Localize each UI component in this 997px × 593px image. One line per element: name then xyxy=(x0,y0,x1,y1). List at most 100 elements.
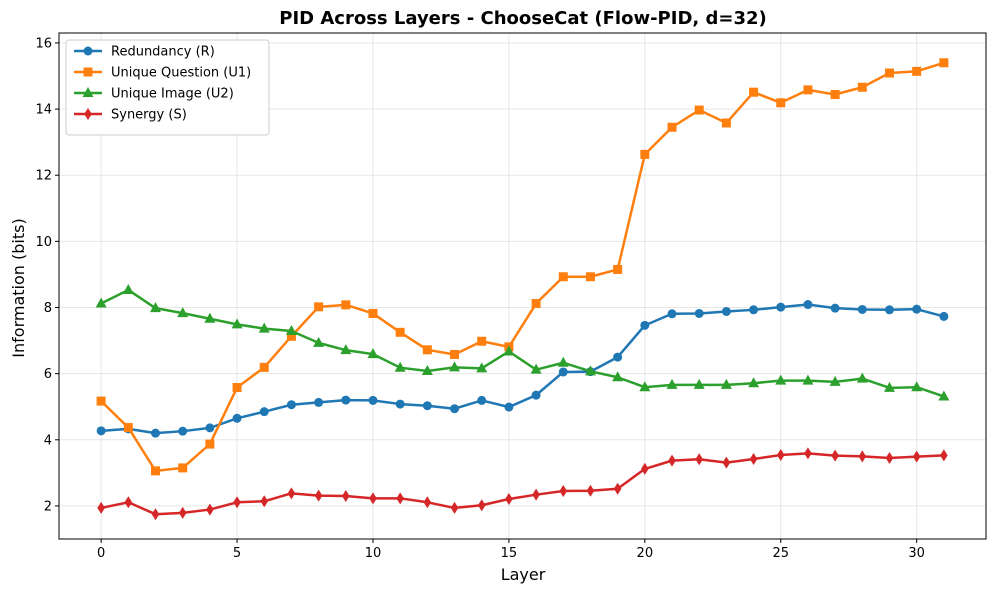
series-lines xyxy=(95,58,950,521)
data-point-unique-image-u2 xyxy=(829,375,841,386)
y-tick-label: 16 xyxy=(35,36,52,51)
data-point-unique-image-u2 xyxy=(313,336,325,347)
data-point-unique-image-u2 xyxy=(150,302,162,313)
data-point-unique-image-u2 xyxy=(530,363,542,374)
data-point-unique-question-u1 xyxy=(450,349,460,359)
data-point-redundancy-r xyxy=(884,305,894,315)
data-point-synergy-s xyxy=(776,448,785,461)
data-point-synergy-s xyxy=(559,485,568,498)
data-point-unique-image-u2 xyxy=(938,390,950,401)
data-point-unique-image-u2 xyxy=(122,283,134,294)
data-point-synergy-s xyxy=(532,488,540,501)
data-point-unique-image-u2 xyxy=(802,374,814,385)
data-point-unique-image-u2 xyxy=(177,307,189,318)
data-point-unique-image-u2 xyxy=(367,348,379,359)
data-point-unique-question-u1 xyxy=(912,66,922,76)
legend-label-synergy-s: Synergy (S) xyxy=(111,108,187,123)
data-point-synergy-s xyxy=(668,454,676,467)
data-point-unique-image-u2 xyxy=(231,318,243,329)
data-point-unique-image-u2 xyxy=(449,361,461,372)
data-point-unique-question-u1 xyxy=(558,272,568,282)
data-point-redundancy-r xyxy=(205,423,215,433)
plot-frame xyxy=(58,32,987,540)
data-point-unique-image-u2 xyxy=(748,377,760,388)
legend-marker-redundancy-r xyxy=(83,46,93,56)
x-tick-label: 0 xyxy=(97,546,105,561)
x-axis-label: Layer xyxy=(501,565,546,584)
x-tick-label: 15 xyxy=(501,546,518,561)
data-point-redundancy-r xyxy=(857,304,867,314)
data-point-unique-question-u1 xyxy=(640,149,650,159)
legend-marker-synergy-s xyxy=(84,108,92,120)
series-line-redundancy-r xyxy=(101,303,945,435)
data-point-synergy-s xyxy=(695,453,704,466)
data-point-redundancy-r xyxy=(178,426,188,436)
data-point-unique-image-u2 xyxy=(775,374,787,385)
data-point-redundancy-r xyxy=(640,320,650,330)
data-point-synergy-s xyxy=(124,496,133,509)
data-point-unique-question-u1 xyxy=(477,336,487,346)
data-point-redundancy-r xyxy=(341,395,351,405)
data-point-unique-question-u1 xyxy=(585,272,595,282)
data-point-synergy-s xyxy=(396,492,404,505)
data-point-redundancy-r xyxy=(830,303,840,313)
data-point-synergy-s xyxy=(477,499,486,512)
data-point-unique-question-u1 xyxy=(531,299,541,309)
data-point-unique-image-u2 xyxy=(476,362,488,373)
data-point-redundancy-r xyxy=(803,300,813,310)
data-point-unique-image-u2 xyxy=(258,322,270,333)
x-tick-label: 5 xyxy=(233,546,241,561)
data-point-redundancy-r xyxy=(667,309,677,319)
legend-label-unique-image-u2: Unique Image (U2) xyxy=(111,87,234,102)
data-point-synergy-s xyxy=(505,492,513,505)
data-point-synergy-s xyxy=(940,449,948,462)
chart-title: PID Across Layers - ChooseCat (Flow-PID,… xyxy=(279,8,766,29)
data-point-redundancy-r xyxy=(939,311,949,321)
data-point-redundancy-r xyxy=(450,404,460,414)
data-point-redundancy-r xyxy=(558,367,568,377)
data-point-synergy-s xyxy=(233,496,241,509)
series-unique-question-u1 xyxy=(96,58,949,476)
data-point-unique-image-u2 xyxy=(720,378,732,389)
data-point-redundancy-r xyxy=(776,302,786,312)
x-tick-label: 10 xyxy=(365,546,382,561)
data-point-synergy-s xyxy=(613,482,622,495)
series-line-synergy-s xyxy=(100,452,944,516)
data-point-unique-question-u1 xyxy=(694,105,704,115)
data-point-unique-question-u1 xyxy=(830,90,840,100)
data-point-unique-question-u1 xyxy=(286,331,296,341)
data-point-synergy-s xyxy=(749,452,758,465)
series-line-unique-image-u2 xyxy=(100,288,945,398)
data-point-redundancy-r xyxy=(694,308,704,318)
data-point-unique-question-u1 xyxy=(667,122,677,132)
data-point-redundancy-r xyxy=(151,428,161,438)
data-point-synergy-s xyxy=(912,450,921,463)
legend-marker-unique-question-u1 xyxy=(83,67,93,77)
data-point-synergy-s xyxy=(369,492,377,505)
data-point-redundancy-r xyxy=(232,413,242,423)
data-point-unique-question-u1 xyxy=(857,82,867,92)
data-point-unique-image-u2 xyxy=(639,381,651,392)
data-point-unique-question-u1 xyxy=(232,383,242,393)
data-point-unique-question-u1 xyxy=(395,327,405,337)
data-point-synergy-s xyxy=(450,501,459,514)
data-point-unique-image-u2 xyxy=(883,381,895,392)
data-point-unique-question-u1 xyxy=(803,85,813,95)
data-point-redundancy-r xyxy=(721,306,731,316)
data-point-redundancy-r xyxy=(259,407,269,417)
data-point-synergy-s xyxy=(804,447,812,460)
y-axis-label: Information (bits) xyxy=(9,218,28,357)
series-unique-image-u2 xyxy=(95,283,950,401)
data-point-unique-question-u1 xyxy=(939,58,949,68)
data-point-synergy-s xyxy=(97,501,105,514)
y-tick-label: 10 xyxy=(35,235,52,250)
x-tick-label: 25 xyxy=(772,546,789,561)
series-synergy-s xyxy=(97,447,948,521)
y-tick-label: 2 xyxy=(44,499,52,514)
axis-ticks: 0 5 10 15 20 25 30 2 4 6 8 10 12 14 16 xyxy=(35,36,924,561)
data-point-unique-question-u1 xyxy=(422,345,432,355)
data-point-redundancy-r xyxy=(368,395,378,405)
data-point-unique-question-u1 xyxy=(613,264,623,274)
legend: Redundancy (R) Unique Question (U1) Unique… xyxy=(65,39,270,136)
data-point-unique-question-u1 xyxy=(314,302,324,312)
